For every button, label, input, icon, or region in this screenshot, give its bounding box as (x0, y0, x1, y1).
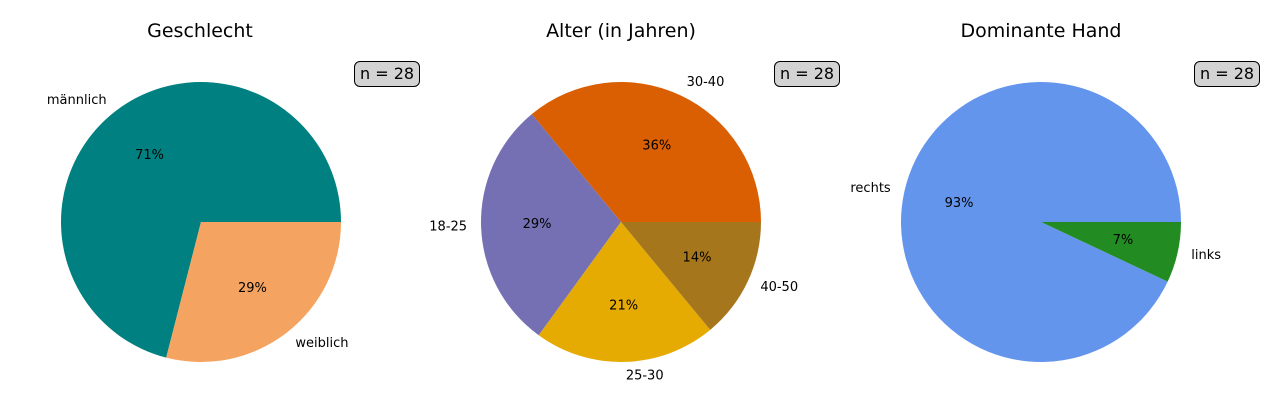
pie-percent-label-geschlecht-1: 29% (238, 281, 267, 296)
pie-category-label-hand-0: rechts (850, 181, 891, 196)
pie-category-label-alter-0: 30-40 (687, 75, 725, 90)
pie-percent-label-alter-2: 21% (609, 298, 638, 313)
pie-slice-alter-1 (480, 114, 621, 336)
sample-size-badge-geschlecht: n = 28 (354, 61, 421, 87)
pie-category-label-alter-2: 25-30 (626, 368, 664, 383)
pie-category-label-geschlecht-0: männlich (47, 93, 107, 108)
pie-percent-label-alter-3: 14% (683, 250, 712, 265)
chart-title-hand: Dominante Hand (960, 20, 1122, 42)
pie-category-label-alter-3: 40-50 (760, 280, 798, 295)
pie-category-label-alter-1: 18-25 (429, 219, 467, 234)
pie-percent-label-alter-0: 36% (642, 138, 671, 153)
pie-slice-alter-2 (538, 222, 711, 362)
sample-size-badge-alter: n = 28 (774, 61, 841, 87)
pie-category-label-geschlecht-1: weiblich (295, 336, 348, 351)
pie-percent-label-geschlecht-0: 71% (135, 148, 164, 163)
chart-title-geschlecht: Geschlecht (147, 20, 253, 42)
pie-slice-hand-1 (1041, 222, 1181, 282)
pie-slice-alter-3 (621, 222, 761, 330)
pie-category-label-hand-1: links (1191, 248, 1221, 263)
pie-slice-geschlecht-0 (60, 81, 341, 358)
pie-percent-label-alter-1: 29% (523, 217, 552, 232)
pie-percent-label-hand-1: 7% (1113, 233, 1134, 248)
pie-slice-geschlecht-1 (166, 222, 341, 362)
pie-percent-label-hand-0: 93% (945, 196, 974, 211)
pie-slice-alter-0 (531, 82, 761, 222)
sample-size-badge-hand: n = 28 (1194, 61, 1261, 87)
pie-slice-hand-0 (901, 81, 1181, 362)
chart-title-alter: Alter (in Jahren) (546, 20, 696, 42)
